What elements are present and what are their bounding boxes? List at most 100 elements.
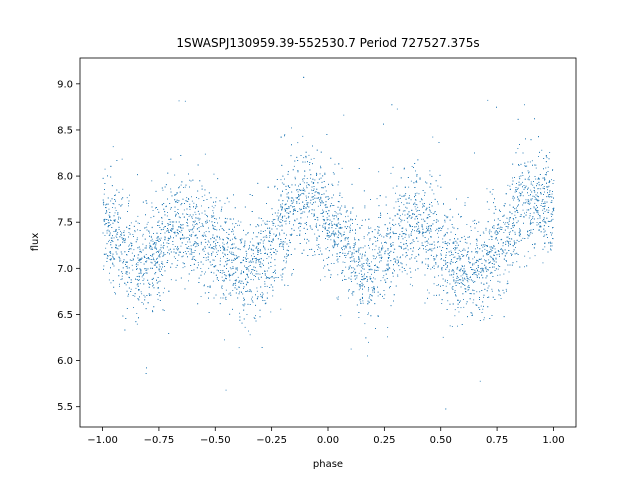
data-point [540, 225, 542, 227]
data-point [460, 258, 462, 260]
data-point [350, 272, 352, 274]
data-point [111, 240, 112, 241]
data-point [185, 184, 187, 186]
data-point [163, 310, 165, 311]
data-point [361, 255, 363, 257]
data-point [187, 218, 188, 220]
data-point [255, 276, 256, 277]
data-point [123, 238, 125, 240]
data-point [121, 158, 123, 160]
data-point [200, 296, 202, 297]
data-point [508, 218, 510, 220]
data-point [537, 178, 539, 180]
data-point [533, 207, 535, 209]
data-point [368, 287, 369, 289]
data-point [284, 204, 286, 206]
data-point [140, 259, 142, 260]
data-point [518, 184, 520, 186]
data-point [463, 270, 465, 272]
data-point [389, 237, 391, 239]
data-point [234, 254, 236, 256]
data-point [247, 232, 248, 234]
data-point [379, 233, 381, 235]
data-point [482, 246, 484, 248]
data-point [444, 243, 446, 244]
data-point [450, 250, 452, 252]
data-point [174, 246, 176, 247]
data-point [284, 215, 286, 217]
data-point [213, 215, 215, 217]
data-point [160, 237, 162, 239]
data-point [465, 273, 467, 275]
data-point [455, 248, 457, 250]
data-point [543, 228, 545, 230]
data-point [232, 267, 233, 269]
data-point [519, 231, 521, 233]
data-point [476, 275, 478, 277]
data-point [352, 207, 354, 209]
data-point [282, 246, 284, 248]
data-point [201, 223, 203, 224]
data-point [199, 222, 200, 224]
data-point [198, 217, 200, 219]
data-point [476, 252, 478, 254]
data-point [353, 270, 355, 272]
data-point [121, 271, 123, 273]
data-point [545, 155, 547, 157]
data-point [353, 249, 355, 251]
data-point [131, 252, 133, 254]
data-point [262, 240, 264, 242]
data-point [372, 255, 374, 257]
data-point [150, 235, 152, 237]
data-point [378, 235, 380, 236]
data-point [375, 258, 376, 260]
data-point [298, 222, 300, 224]
data-point [434, 247, 436, 249]
data-point [340, 315, 342, 317]
data-point [335, 233, 337, 235]
data-point [192, 224, 194, 226]
data-point [363, 275, 365, 277]
data-point [514, 191, 516, 193]
data-point [265, 277, 267, 279]
data-point [482, 231, 484, 233]
data-point [189, 186, 190, 188]
data-point [550, 248, 551, 250]
data-point [322, 202, 324, 204]
data-point [491, 246, 492, 248]
data-point [433, 265, 435, 267]
data-point [204, 247, 206, 249]
data-point [402, 233, 404, 235]
data-point [501, 227, 503, 229]
data-point [183, 209, 185, 211]
data-point [338, 234, 339, 236]
data-point [220, 247, 221, 249]
data-point [221, 288, 223, 289]
data-point [158, 269, 160, 271]
data-point [508, 242, 509, 244]
data-point [548, 209, 550, 211]
data-point [358, 264, 359, 266]
data-point [544, 174, 546, 175]
data-point [161, 221, 163, 223]
data-point [371, 280, 372, 282]
data-point [152, 259, 154, 260]
data-point [442, 241, 444, 243]
data-point [351, 267, 353, 269]
data-point [494, 248, 496, 250]
data-point [457, 277, 459, 279]
data-point [216, 235, 218, 237]
data-point [314, 179, 316, 181]
data-point [104, 235, 106, 236]
data-point [280, 213, 282, 214]
data-point [327, 196, 329, 198]
data-point [306, 197, 307, 199]
data-point [166, 215, 168, 217]
data-point [422, 206, 423, 208]
data-point [404, 248, 406, 250]
data-point [117, 248, 119, 250]
data-point [132, 269, 134, 271]
data-point [285, 257, 287, 259]
data-point [517, 205, 518, 207]
data-point [405, 256, 407, 258]
